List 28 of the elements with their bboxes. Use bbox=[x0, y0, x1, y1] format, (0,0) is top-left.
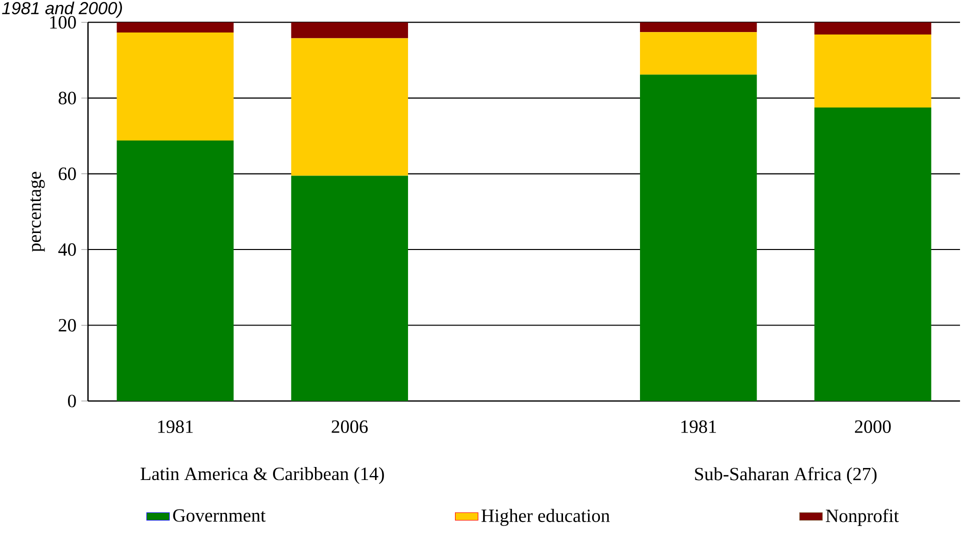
y-tick-label: 80 bbox=[58, 92, 76, 104]
legend-label: Higher education bbox=[482, 508, 610, 526]
x-tick-label: 2000 bbox=[854, 420, 891, 433]
y-axis-title: percentage bbox=[30, 172, 45, 252]
x-tick-label: 1981 bbox=[681, 420, 716, 433]
bar bbox=[814, 34, 932, 108]
x-tick-label: 1981 bbox=[158, 420, 193, 433]
bar bbox=[116, 32, 234, 140]
bar bbox=[814, 22, 932, 34]
y-tick-label: 100 bbox=[50, 16, 76, 29]
legend-label: Nonprofit bbox=[826, 508, 899, 526]
bar bbox=[291, 176, 408, 401]
y-tick-label: 0 bbox=[68, 394, 76, 408]
legend-label: Government bbox=[173, 509, 266, 522]
bar bbox=[116, 22, 234, 33]
text: Latin America & Caribbean (14) bbox=[140, 467, 384, 484]
y-tick-label: 60 bbox=[58, 167, 76, 180]
bar bbox=[291, 22, 408, 38]
bar bbox=[640, 32, 757, 75]
bar bbox=[640, 74, 757, 401]
bar bbox=[814, 108, 932, 401]
y-tick-label: 40 bbox=[58, 243, 76, 256]
bar bbox=[291, 38, 408, 176]
bar bbox=[116, 140, 234, 401]
y-tick-label: 20 bbox=[58, 318, 76, 332]
bar bbox=[640, 22, 757, 32]
x-tick-label: 2006 bbox=[332, 420, 368, 433]
text: Sub-Saharan Africa (27) bbox=[695, 467, 877, 484]
